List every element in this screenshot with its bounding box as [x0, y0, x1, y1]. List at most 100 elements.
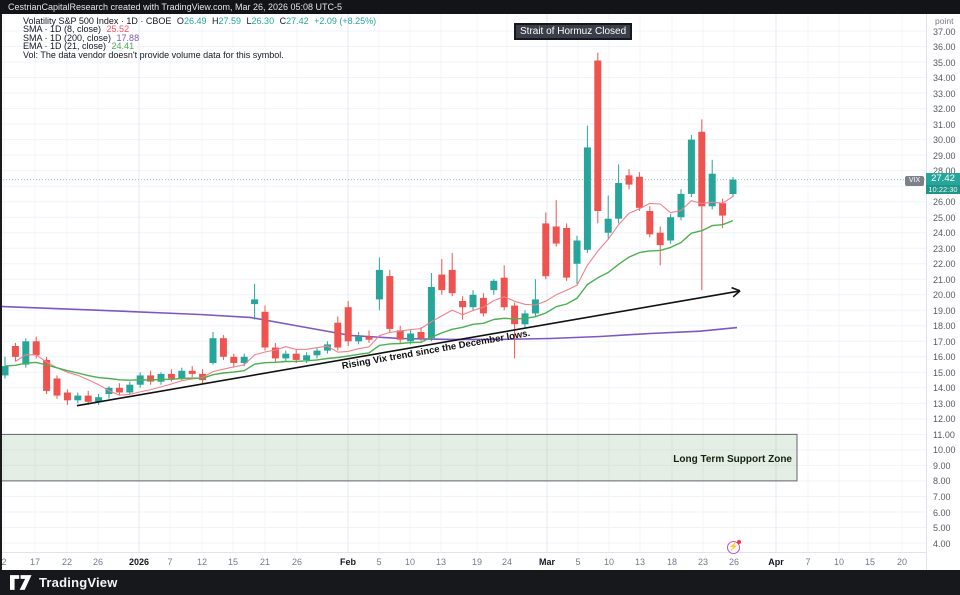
price-tick-label: 33.00 — [933, 88, 956, 99]
attribution-text: CestrianCapitalResearch created with Tra… — [8, 2, 342, 12]
time-tick-label: 26 — [92, 557, 104, 567]
time-tick-label: 13 — [435, 557, 447, 567]
time-tick-label: 2026 — [128, 557, 150, 567]
price-tick-label: 16.00 — [933, 352, 956, 363]
time-tick-label: 2 — [1, 557, 7, 567]
price-tick-label: 4.00 — [933, 538, 951, 549]
ohlc-open-label: O — [176, 16, 184, 26]
time-axis[interactable]: 2 17 22 26 2026 7 12 15 21 26 Feb 5 10 13 19 24 Mar 5 10 13… — [0, 552, 960, 570]
price-tick-label: 31.00 — [933, 119, 956, 130]
time-tick-label: 5 — [376, 557, 382, 567]
price-tick-label: 7.00 — [933, 492, 951, 502]
ema21-line — [4, 219, 734, 381]
tradingview-logo-icon[interactable] — [10, 575, 32, 590]
change-value: +2.09 (+8.25%) — [314, 16, 377, 26]
support-zone-label[interactable]: Long Term Support Zone — [673, 454, 792, 465]
chart-canvas[interactable]: Volatility S&P 500 Index · 1D · CBOE O26… — [0, 14, 926, 554]
time-tick-label: 23 — [697, 557, 709, 567]
chart-left-edge — [0, 14, 2, 570]
time-tick-label: 19 — [471, 557, 483, 567]
price-tick-label: 17.00 — [933, 336, 956, 347]
price-tick-label: 26.00 — [933, 197, 956, 208]
time-tick-label: 21 — [259, 557, 271, 567]
time-tick-label: 22 — [61, 557, 73, 567]
price-tick-label: 18.00 — [933, 321, 956, 332]
ohlc-high-label: H — [211, 16, 219, 26]
price-tick-label: 19.00 — [933, 305, 956, 316]
price-tick-label: 13.00 — [933, 398, 956, 409]
legend-symbol-row[interactable]: Volatility S&P 500 Index · 1D · CBOE O26… — [23, 16, 377, 26]
time-tick-label: 17 — [29, 557, 41, 567]
price-tick-label: 14.00 — [933, 383, 956, 394]
price-tick-label: 22.00 — [933, 259, 956, 270]
symbol-price-badge: VIX — [905, 176, 924, 186]
time-tick-label: 15 — [227, 557, 239, 567]
price-tick-label: 25.00 — [933, 212, 956, 223]
price-axis-unit: point — [935, 16, 954, 26]
ohlc-low-label: L — [246, 16, 252, 26]
time-tick-label: 5 — [575, 557, 581, 567]
price-tick-label: 28.00 — [933, 166, 956, 177]
price-tick-label: 11.00 — [933, 429, 955, 440]
event-icon[interactable]: ⚡ — [727, 540, 741, 554]
last-price-value: 27.42 — [926, 173, 960, 185]
legend-sma8-row[interactable]: SMA · 1D (8, close) 25.52 — [23, 24, 376, 35]
price-tick-label: 15.00 — [933, 367, 956, 378]
symbol-title: Volatility S&P 500 Index · 1D · CBOE — [23, 16, 172, 26]
sma8-line — [15, 195, 734, 396]
price-tick-label: 9.00 — [933, 460, 951, 471]
notification-dot — [737, 540, 741, 544]
price-tick-label: 8.00 — [933, 476, 951, 487]
time-tick-label: 18 — [666, 557, 678, 567]
time-tick-label: 26 — [728, 557, 740, 567]
time-tick-label: 13 — [634, 557, 646, 567]
candlestick-chart[interactable] — [0, 14, 926, 552]
price-tick-label: 21.00 — [933, 274, 956, 285]
attribution-bar: CestrianCapitalResearch created with Tra… — [0, 0, 960, 14]
price-tick-label: 35.00 — [933, 57, 956, 68]
price-tick-label: 12.00 — [933, 414, 956, 425]
bar-countdown: 10:22:30 — [926, 185, 960, 194]
sma8-value: 25.52 — [106, 24, 130, 35]
ohlc-close-value: 27.42 — [286, 16, 309, 26]
time-tick-label: Apr — [768, 557, 784, 567]
price-tick-label: 23.00 — [933, 243, 956, 254]
price-tick-label: 24.00 — [933, 228, 956, 239]
price-tick-label: 10.00 — [933, 445, 956, 456]
ema21-value: 24.41 — [111, 41, 135, 52]
price-tick-label: 20.00 — [933, 290, 956, 301]
time-tick-label: 15 — [864, 557, 876, 567]
chart-legend: Volatility S&P 500 Index · 1D · CBOE O26… — [23, 16, 377, 60]
price-tick-label: 37.00 — [933, 26, 956, 37]
legend-ema21-row[interactable]: EMA · 1D (21, close) 24.41 — [23, 41, 376, 52]
price-tick-label: 6.00 — [933, 507, 951, 518]
footer-bar: TradingView — [0, 570, 960, 595]
price-tick-label: 34.00 — [933, 73, 956, 83]
time-tick-label: 26 — [291, 557, 303, 567]
price-tick-label: 36.00 — [933, 42, 956, 52]
sma8-label: SMA · 1D (8, close) — [23, 24, 102, 35]
last-price-label: 27.42 10:22:30 — [926, 173, 960, 194]
price-tick-label: 29.00 — [933, 150, 956, 161]
time-tick-label: 12 — [196, 557, 208, 567]
time-tick-label: 24 — [501, 557, 513, 567]
sma200-line — [0, 305, 738, 341]
time-tick-label: 10 — [603, 557, 615, 567]
volume-note: Vol: The data vendor doesn't provide vol… — [23, 49, 284, 60]
trend-line — [76, 286, 741, 407]
legend-sma200-row[interactable]: SMA · 1D (200, close) 17.88 — [23, 32, 376, 43]
news-annotation[interactable]: Strait of Hormuz Closed — [514, 23, 633, 40]
price-tick-label: 5.00 — [933, 523, 951, 533]
candles — [1, 52, 737, 405]
legend-volume-row[interactable]: Vol: The data vendor doesn't provide vol… — [23, 49, 376, 60]
ohlc-close-label: C — [279, 16, 287, 26]
sma200-value: 17.88 — [116, 32, 140, 43]
ema21-label: EMA · 1D (21, close) — [23, 41, 107, 52]
tradingview-wordmark[interactable]: TradingView — [39, 575, 118, 590]
sma200-label: SMA · 1D (200, close) — [23, 32, 112, 43]
time-tick-label: 10 — [833, 557, 845, 567]
price-axis[interactable]: point 37.00 36.00 35.00 34.00 33.00 32.00 31.0… — [926, 14, 960, 570]
ohlc-open-value: 26.49 — [183, 16, 207, 26]
time-tick-label: 7 — [167, 557, 173, 567]
